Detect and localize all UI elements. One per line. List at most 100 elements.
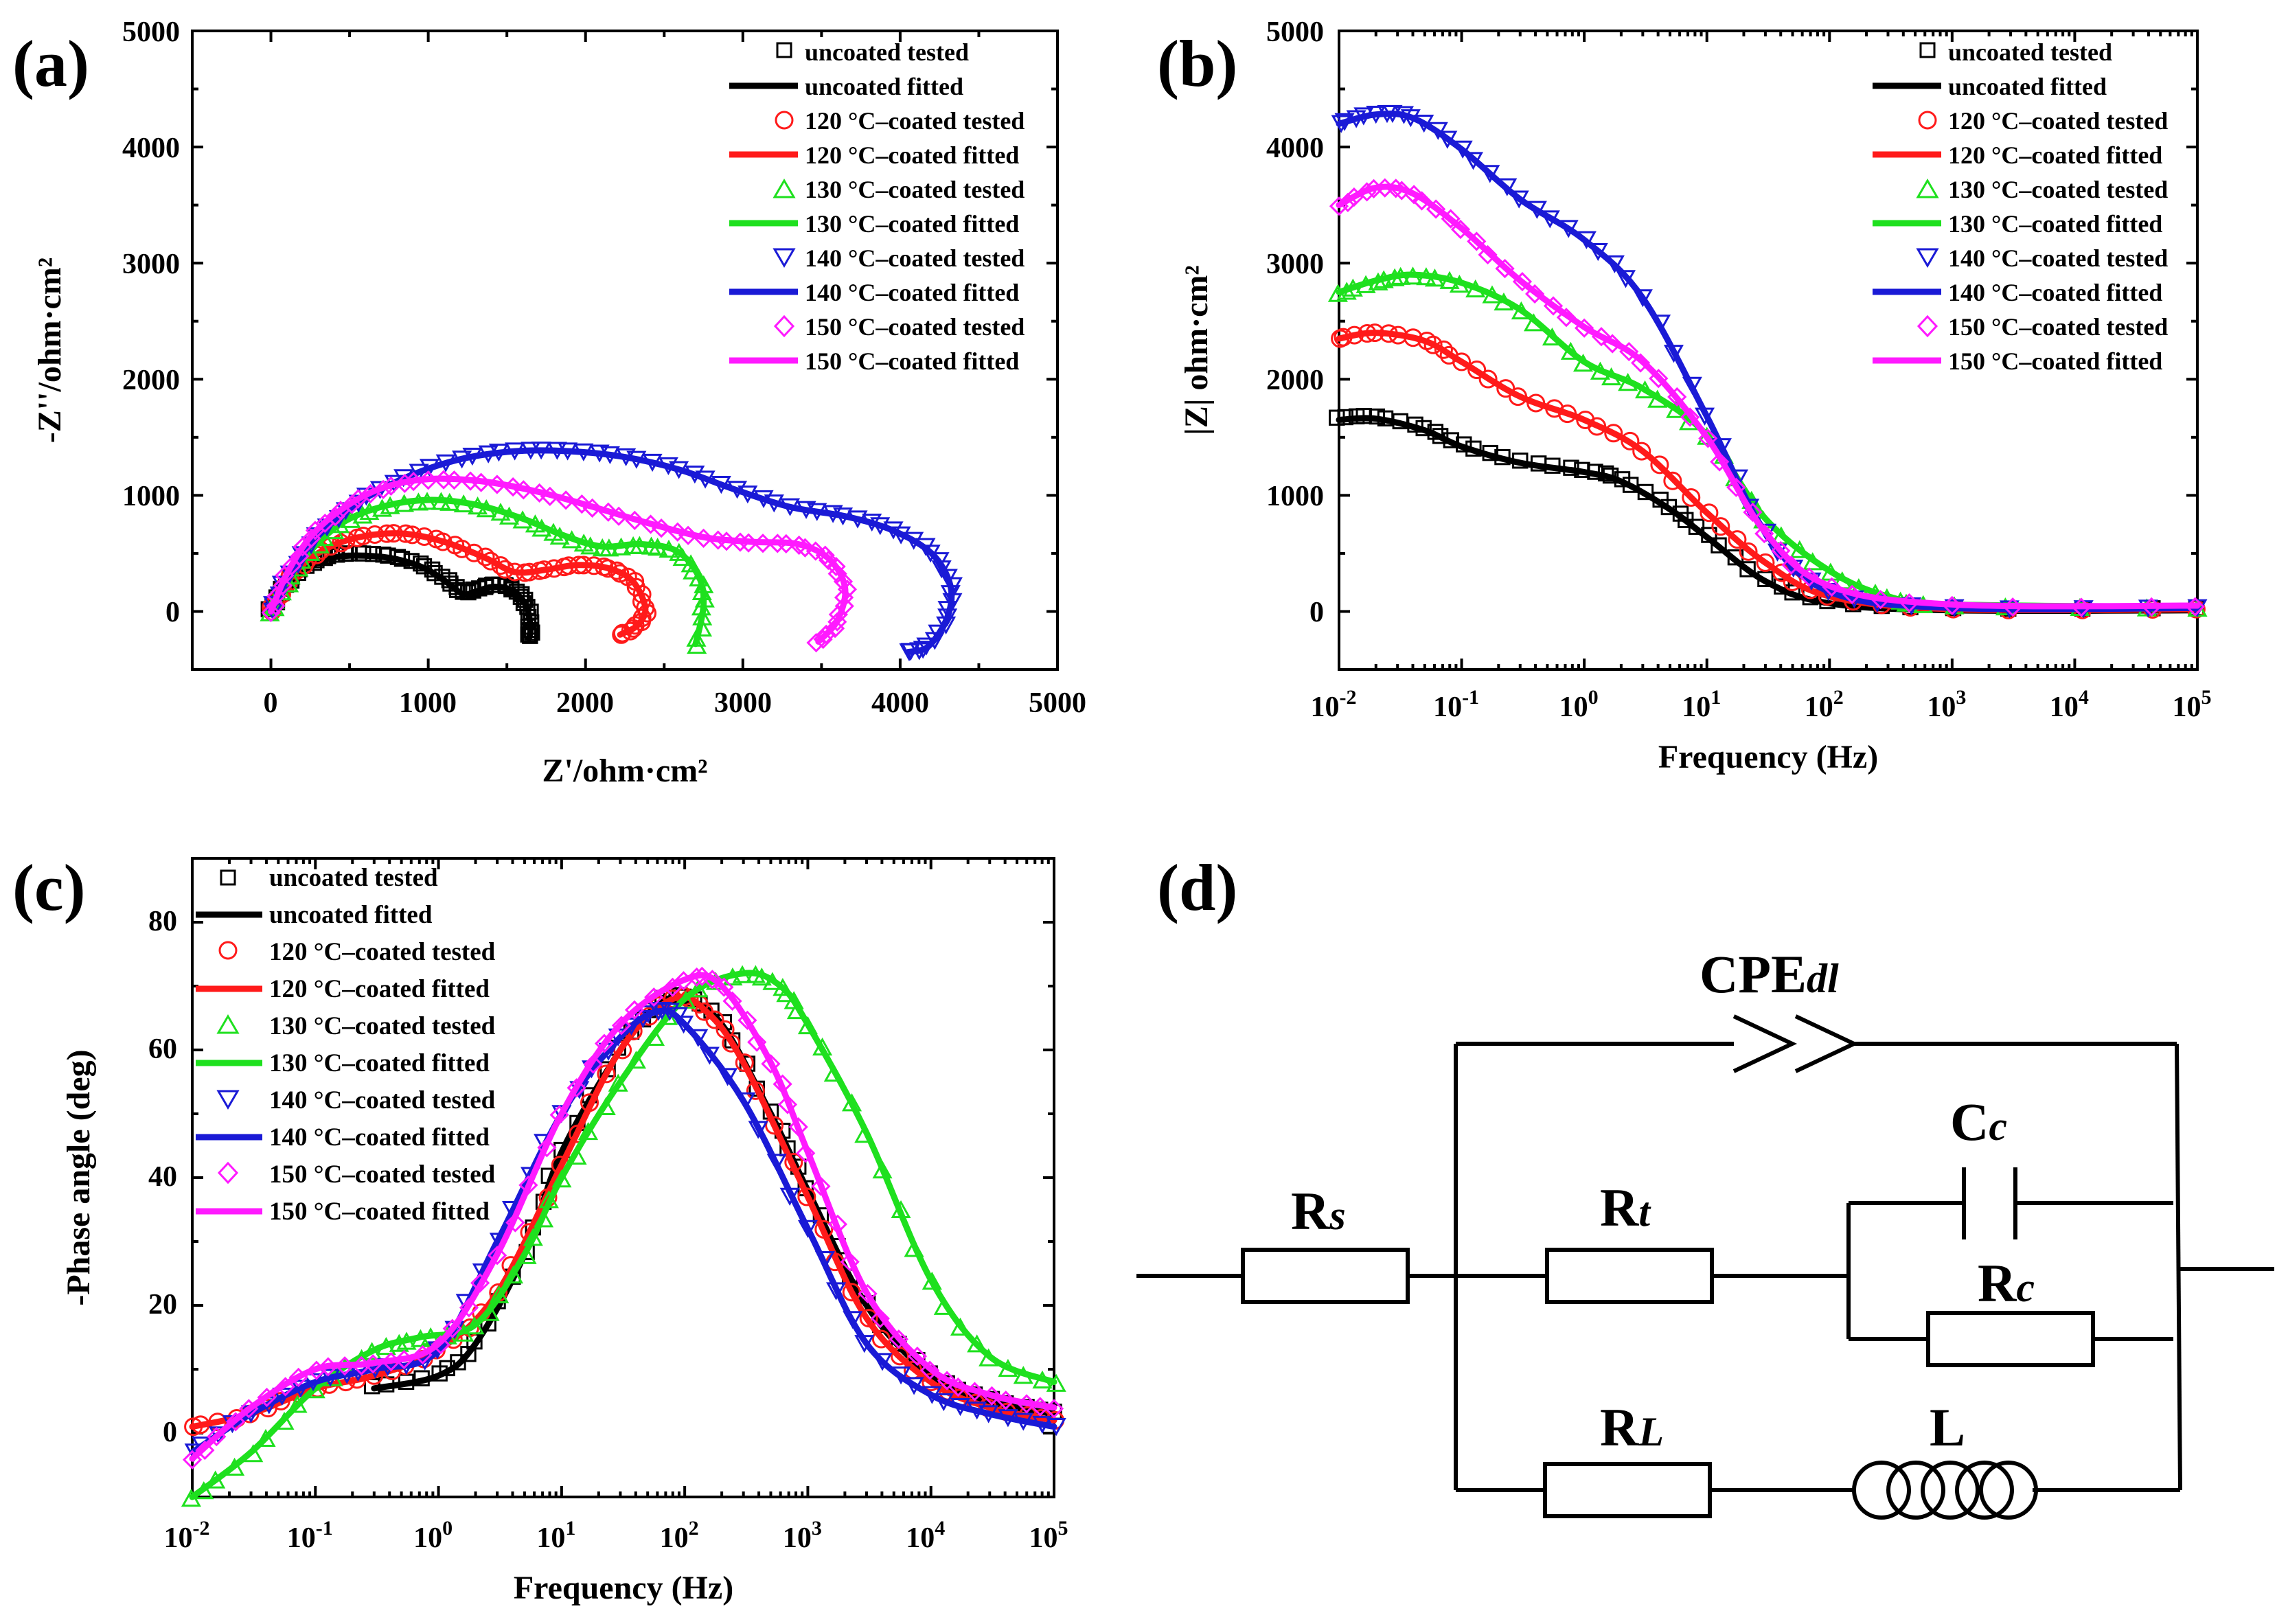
data-point-triangle-up [549,526,570,545]
data-point-triangle-up [1572,354,1594,372]
data-point-diamond [334,1356,355,1376]
data-point-triangle-down [320,1369,341,1387]
panel-a-legend-label: uncoated fitted [805,73,963,100]
panel-c-xticks: 10-2 10-1 100 101 102 103 104 105 [164,1517,1068,1554]
data-point-diamond [805,541,825,561]
data-point-diamond [182,1450,203,1469]
data-point-diamond [1680,407,1700,427]
data-point-triangle-up [1355,275,1376,293]
data-point-triangle-down [505,442,525,461]
data-point-triangle-up [1439,271,1460,289]
data-point-circle [433,532,453,551]
data-point-triangle-up [464,1316,485,1335]
xtick-label: 103 [783,1517,822,1554]
data-point-diamond [273,575,293,595]
data-point-diamond [471,472,491,492]
panel-b-legend-label: uncoated tested [1948,38,2112,66]
data-point-diamond [518,1175,538,1196]
xtick-label: 10-2 [164,1517,210,1554]
data-point-triangle-down [847,510,868,529]
panel-a-legend-label: 140 °C–coated fitted [805,279,1019,306]
data-point-diamond [937,1371,957,1391]
data-point-triangle-up [1618,373,1638,391]
data-point-triangle-up [812,1037,833,1056]
panel-b-label: (b) [1157,27,1237,100]
data-point-diamond [837,580,858,599]
data-point-diamond [716,531,737,551]
data-point-square [355,545,371,562]
data-point-triangle-down [1588,242,1608,262]
data-point-diamond [1726,477,1746,497]
panel-b-xlabel: Frequency (Hz) [1658,739,1878,775]
xtick-label: 101 [1682,686,1721,723]
data-point-square [393,551,411,567]
data-point-square [1329,409,1345,426]
panel-c-ylabel: -Phase angle (deg) [60,1049,97,1305]
data-point-triangle-down [638,1005,659,1024]
data-point-triangle-up [686,628,707,647]
data-point-diamond [1871,590,1890,610]
panel-d: (d) [1136,851,2274,1520]
data-point-diamond [858,1283,878,1304]
data-point-triangle-down [1400,109,1421,128]
data-point-diamond [529,483,549,503]
data-point-diamond [1467,231,1487,251]
data-point-triangle-up [823,1064,844,1082]
data-point-square [403,553,420,569]
data-point-triangle-up [580,536,601,555]
data-point-triangle-up [389,1334,409,1352]
data-point-triangle-up [1373,270,1394,288]
data-point-triangle-up [1511,301,1531,320]
data-point-diamond [827,564,847,584]
data-point-triangle-down [688,1029,709,1047]
data-point-diamond [1603,334,1623,354]
data-point-diamond [1667,387,1687,407]
data-point-diamond [2071,597,2092,617]
data-point-triangle-down [764,494,784,513]
data-point-diamond [594,1033,615,1053]
rc-label: Rc [1978,1253,2035,1313]
panel-a-frame [191,30,1059,671]
data-point-triangle-up [683,561,703,580]
data-point-triangle-up [489,1285,510,1303]
data-point-diamond [1404,185,1424,205]
panel-a-ytick: 4000 [122,133,180,164]
panel-b-xticks: 10-2 10-1 100 101 102 103 104 105 [1311,686,2212,723]
data-point-square [523,604,539,620]
data-point-triangle-down [1013,1413,1033,1431]
data-point-triangle-up [1634,380,1656,399]
data-point-diamond [572,494,592,514]
legend-marker-square [776,42,792,58]
data-point-diamond [503,477,523,497]
data-point-circle [1682,488,1701,507]
data-point-square [1602,467,1619,484]
data-point-triangle-down [1480,165,1500,183]
data-point-diamond [1495,259,1515,279]
data-point-triangle-up [933,1296,954,1315]
data-point-diamond [753,534,773,553]
data-point-triangle-down [1650,314,1671,333]
data-point-triangle-up [523,1228,543,1246]
data-point-triangle-down [1604,255,1625,274]
data-point-square [520,608,537,626]
data-point-diamond [1543,296,1564,316]
panel-c-ytick: 20 [148,1289,177,1320]
data-point-circle [1434,340,1453,359]
panel-a-xtick: 1000 [399,687,457,719]
panel-a-xtick: 3000 [714,687,772,719]
panel-c-legend-label: 130 °C–coated tested [269,1012,496,1040]
data-point-circle [621,621,640,641]
xtick-label: 10-1 [287,1517,333,1554]
data-point-diamond [1754,523,1774,544]
panel-b-ytick: 5000 [1266,16,1324,48]
legend-marker-triangle-down [773,248,796,268]
data-point-triangle-up [1666,400,1686,418]
legend-marker-diamond [217,1161,239,1185]
data-point-triangle-down [967,1402,987,1420]
data-point-diamond [537,1138,557,1158]
data-point-diamond [1329,196,1349,216]
data-point-triangle-up [1542,327,1563,346]
data-point-triangle-down [1331,115,1351,133]
inductor-loop [1979,1461,2038,1520]
